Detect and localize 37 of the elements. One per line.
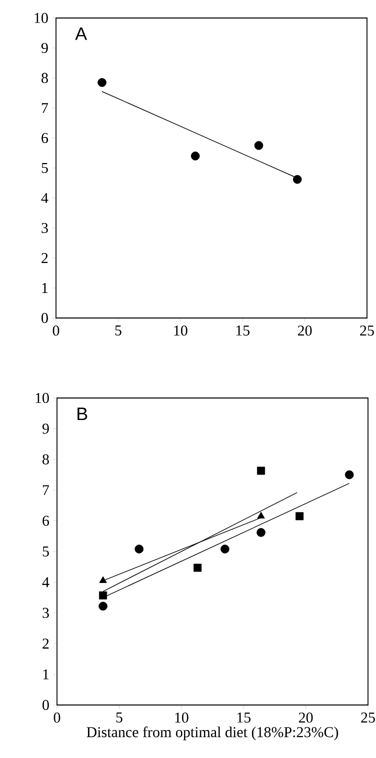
y-tick-label: 6 [42, 132, 48, 144]
y-tick-label: 1 [42, 283, 48, 293]
x-axis-title: Distance from optimal diet (18%P:23%C) [86, 726, 338, 740]
x-tick-label: 0 [54, 712, 60, 723]
x-tick-label: 15 [237, 712, 251, 723]
y-tick-label: 0 [42, 700, 49, 710]
x-tick-label: 10 [174, 326, 188, 336]
y-tick-label: 9 [41, 42, 48, 54]
x-tick-label: 15 [236, 326, 250, 336]
x-tick-label: 10 [175, 712, 188, 723]
y-tick-label: 9 [42, 424, 49, 434]
y-tick-label: 10 [34, 12, 48, 24]
y-tick-label: 7 [42, 485, 50, 496]
y-tick-label: 2 [42, 638, 49, 649]
y-tick-label: 8 [42, 72, 48, 84]
y-tick-label: 5 [42, 546, 49, 556]
y-tick-label: 8 [42, 454, 49, 464]
y-tick-label: 5 [42, 163, 48, 173]
x-tick-label: 20 [298, 712, 313, 723]
y-tick-label: 1 [43, 669, 49, 680]
y-tick-label: 4 [42, 577, 50, 588]
annotation: A [75, 28, 88, 40]
y-tick-label: 2 [42, 253, 48, 263]
y-tick-label: 3 [42, 222, 48, 234]
y-tick-label: 6 [42, 516, 50, 526]
x-tick-label: 20 [298, 326, 312, 336]
y-tick-label: 7 [42, 103, 48, 113]
annotation: B [78, 408, 88, 420]
y-tick-label: 4 [41, 193, 48, 203]
y-tick-label: 3 [42, 608, 49, 618]
x-tick-label: 25 [361, 712, 375, 723]
x-tick-label: 0 [52, 326, 60, 336]
y-tick-label: 10 [36, 392, 49, 404]
x-tick-label: 25 [360, 326, 374, 336]
x-tick-label: 5 [115, 326, 122, 336]
x-tick-label: 5 [116, 712, 122, 722]
y-tick-label: 0 [42, 312, 48, 324]
